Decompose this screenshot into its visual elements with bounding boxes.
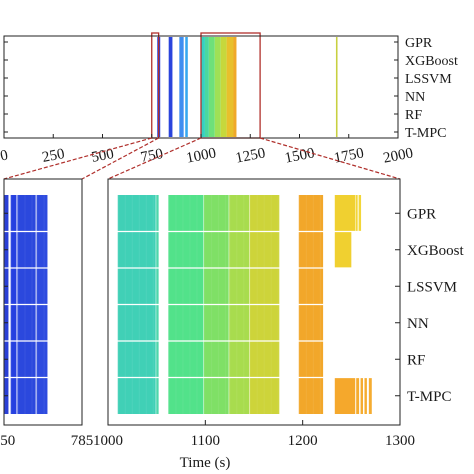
overview-band-7 [208, 37, 215, 137]
zoom-connector-2 [107, 137, 202, 180]
overview-band-6 [204, 37, 209, 137]
zoom-right-segment-6 [360, 377, 364, 414]
zoom-right-segment-0 [334, 195, 356, 232]
zoom-right-segment-4 [334, 377, 356, 414]
overview-band-0 [157, 37, 159, 137]
zoom-row-label-2: LSSVM [407, 279, 457, 295]
overview-x-tick-label-1: 250 [41, 146, 66, 166]
overview-row-label-1: XGBoost [405, 54, 458, 69]
zoom-right-x-tick-label-1: 1100 [191, 433, 220, 449]
overview-x-tick-label-8: 2000 [382, 145, 415, 166]
x-axis-label: Time (s) [180, 455, 231, 471]
zoom-connector-1 [81, 137, 159, 180]
zoom-right-segment-1 [355, 195, 358, 232]
overview-band-4 [185, 37, 188, 137]
overview-band-3 [179, 37, 184, 137]
overview-row-label-0: GPR [405, 36, 433, 51]
zoom-row-label-5: T-MPC [407, 389, 451, 405]
overview-row-label-3: NN [405, 90, 425, 105]
zoom-left-x-tick-label-1: 785 [71, 433, 94, 449]
overview-band-8 [214, 37, 221, 137]
zoom-connector-0 [3, 137, 152, 180]
overview-x-tick-label-4: 1000 [185, 145, 218, 166]
zoom-row-label-1: XGBoost [407, 243, 465, 259]
overview-band-10 [226, 37, 234, 137]
zoom-right-x-tick-label-2: 1200 [288, 433, 318, 449]
overview-panel: GPR XGBoost LSSVM NN RF T-MPC 0 250 500 750 1000 12… [0, 32, 458, 167]
zoom-left-x-tick-label-0: 750 [0, 433, 15, 449]
zoom-right-panel: 1000 1100 1200 1300 GPR XGBoost LSSVM NN RF T-MPC [93, 178, 465, 449]
zoom-right-segment-3 [334, 231, 352, 268]
zoom-right-frame [107, 178, 401, 426]
overview-band-11 [233, 37, 237, 137]
zoom-connectors [3, 137, 401, 180]
zoom-row-label-3: NN [407, 316, 429, 332]
zoom-right-segment-2 [358, 195, 362, 232]
zoom-right-x-tick-label-3: 1300 [385, 433, 415, 449]
zoom-row-label-4: RF [407, 352, 425, 368]
zoom-left-panel: 750 785 [0, 178, 94, 449]
overview-band-12 [335, 37, 338, 137]
overview-band-5 [201, 37, 205, 137]
zoom-right-segment-7 [364, 377, 367, 414]
zoom-connector-3 [259, 137, 401, 180]
overview-x-tick-label-5: 1250 [234, 145, 267, 166]
overview-x-tick-label-6: 1500 [283, 145, 316, 166]
zoom-left-frame [3, 178, 83, 426]
overview-row-label-5: T-MPC [405, 126, 447, 141]
overview-band-9 [220, 37, 227, 137]
overview-row-label-4: RF [405, 108, 422, 123]
overview-x-tick-label-2: 500 [90, 146, 115, 166]
zoom-right-x-tick-label-0: 1000 [93, 433, 123, 449]
overview-x-tick-label-0: 0 [0, 147, 9, 164]
zoom-right-segment-8 [368, 377, 372, 414]
zoom-row-label-0: GPR [407, 206, 436, 222]
overview-row-label-2: LSSVM [405, 72, 452, 87]
zoom-right-segment-5 [356, 377, 360, 414]
overview-band-2 [168, 37, 173, 137]
overview-x-tick-label-3: 750 [139, 146, 164, 166]
